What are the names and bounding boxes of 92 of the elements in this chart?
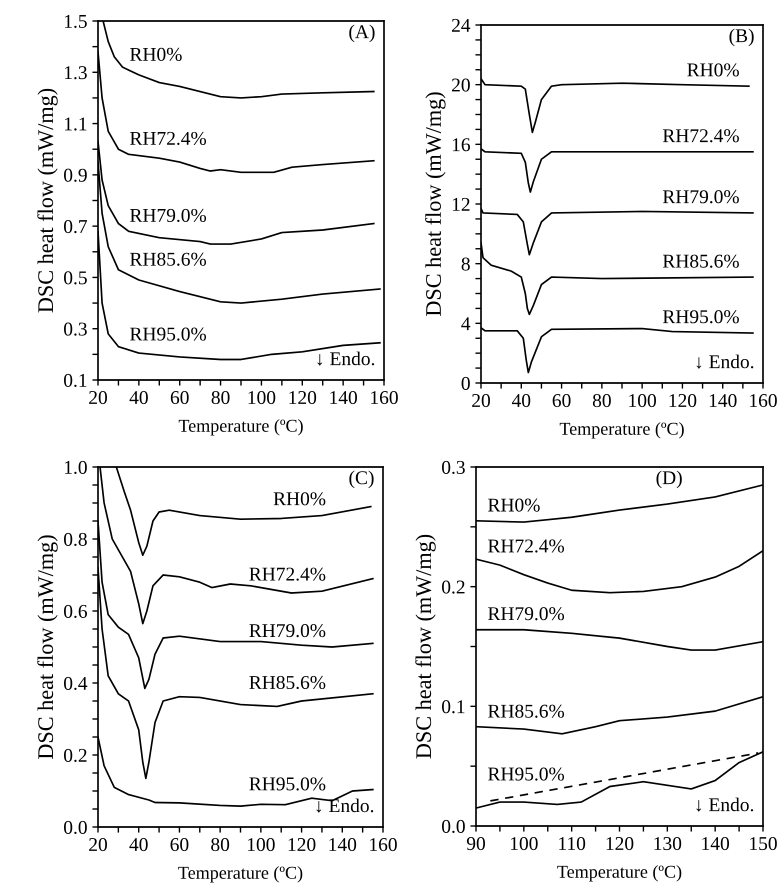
y-tick-label: 0.5 (64, 271, 87, 284)
x-tick-label: 120 (289, 390, 316, 404)
series-label: RH72.4% (488, 539, 564, 553)
y-tick-label: 8 (462, 257, 470, 271)
series-label: RH85.6% (488, 704, 564, 718)
annotation: ↓ Endo. (696, 354, 754, 369)
y-tick-label: 0.0 (64, 820, 87, 834)
x-tick-label: 120 (670, 394, 696, 408)
x-axis-title: Temperature (ºC) (557, 865, 682, 882)
y-tick-label: 20 (452, 78, 470, 92)
x-tick-label: 100 (248, 390, 276, 404)
y-tick-label: 0.1 (64, 374, 86, 388)
x-tick-label: 140 (329, 838, 356, 852)
series-label: RH0% (130, 48, 182, 61)
y-tick-label: 1.1 (64, 117, 86, 131)
series-label: RH79.0% (488, 607, 564, 620)
y-tick-label: 1.3 (64, 66, 87, 80)
annotation: ↓ Endo. (318, 352, 374, 366)
x-tick-label: 140 (702, 836, 730, 850)
y-tick-label: 0.9 (64, 168, 87, 182)
x-tick-label: 80 (592, 394, 611, 408)
x-tick-label: 40 (130, 390, 148, 404)
annotation: (B) (729, 28, 754, 46)
x-tick-label: 90 (466, 836, 485, 850)
x-tick-label: 60 (552, 394, 571, 408)
series-label: RH85.6% (130, 252, 206, 266)
y-tick-label: 12 (452, 198, 470, 211)
x-tick-label: 60 (170, 838, 188, 852)
annotation: (C) (349, 470, 374, 488)
y-tick-label: 0.0 (442, 820, 465, 834)
y-tick-label: 0.3 (442, 460, 465, 474)
x-tick-label: 100 (629, 394, 656, 408)
x-tick-label: 20 (89, 390, 107, 404)
series-label: RH95.0% (130, 328, 206, 341)
x-axis-title: Temperature (ºC) (178, 866, 302, 883)
series-label: RH95.0% (249, 777, 326, 791)
series-label: RH79.0% (662, 190, 739, 204)
x-tick-label: 120 (606, 836, 634, 850)
x-tick-label: 120 (288, 838, 316, 852)
y-tick-label: 4 (461, 317, 470, 330)
x-tick-label: 160 (370, 838, 397, 852)
x-tick-label: 60 (170, 390, 189, 404)
x-tick-label: 140 (710, 394, 737, 408)
y-tick-label: 1.0 (64, 460, 87, 474)
y-tick-label: 0.6 (64, 604, 88, 618)
y-tick-label: 0.2 (64, 748, 87, 762)
y-axis-title: DSC heat flow (mW/mg) (37, 535, 58, 759)
y-tick-label: 0 (462, 376, 470, 390)
x-tick-label: 80 (212, 390, 230, 404)
series-label: RH0% (488, 498, 540, 512)
series-label: RH72.4% (249, 568, 326, 581)
y-tick-label: 0.1 (442, 700, 464, 714)
series-label: RH79.0% (249, 624, 326, 638)
x-tick-label: 160 (750, 394, 777, 408)
x-tick-label: 40 (512, 394, 530, 408)
x-tick-label: 150 (750, 836, 777, 850)
x-tick-label: 80 (211, 838, 230, 852)
y-tick-label: 24 (452, 18, 470, 32)
y-tick-label: 0.8 (64, 532, 87, 546)
y-tick-label: 0.4 (64, 676, 88, 690)
x-tick-label: 20 (89, 838, 107, 852)
annotation: (D) (656, 470, 682, 488)
x-axis-title: Temperature (ºC) (178, 419, 303, 436)
x-tick-label: 40 (129, 838, 148, 852)
y-axis-title: DSC heat flow (mW/mg) (37, 88, 58, 312)
y-axis-title: DSC heat flow (mW/mg) (425, 92, 446, 316)
x-axis-title: Temperature (ºC) (560, 422, 684, 439)
x-tick-label: 110 (559, 836, 586, 850)
annotation: (A) (349, 24, 375, 42)
series-label: RH95.0% (488, 767, 564, 781)
series-label: RH0% (687, 63, 739, 77)
x-tick-label: 130 (654, 836, 682, 850)
series-label: RH72.4% (662, 129, 739, 142)
y-tick-label: 0.7 (64, 220, 88, 234)
x-tick-label: 140 (330, 390, 357, 404)
y-tick-label: 1.5 (64, 14, 87, 28)
annotation: ↓ Endo. (696, 798, 754, 812)
series-label: RH0% (274, 492, 326, 506)
series-label: RH72.4% (130, 132, 206, 146)
series-label: RH79.0% (130, 208, 206, 222)
y-tick-label: 16 (452, 138, 470, 152)
x-tick-label: 100 (248, 838, 275, 852)
x-tick-label: 100 (510, 836, 538, 850)
series-label: RH95.0% (662, 310, 739, 324)
y-tick-label: 0.3 (64, 322, 87, 336)
series-label: RH85.6% (249, 676, 326, 690)
x-tick-label: 160 (371, 390, 398, 404)
annotation: ↓ Endo. (316, 798, 374, 813)
x-tick-label: 20 (472, 394, 490, 408)
y-tick-label: 0.2 (442, 580, 465, 594)
series-label: RH85.6% (662, 254, 739, 268)
y-axis-title: DSC heat flow (mW/mg) (415, 534, 436, 758)
